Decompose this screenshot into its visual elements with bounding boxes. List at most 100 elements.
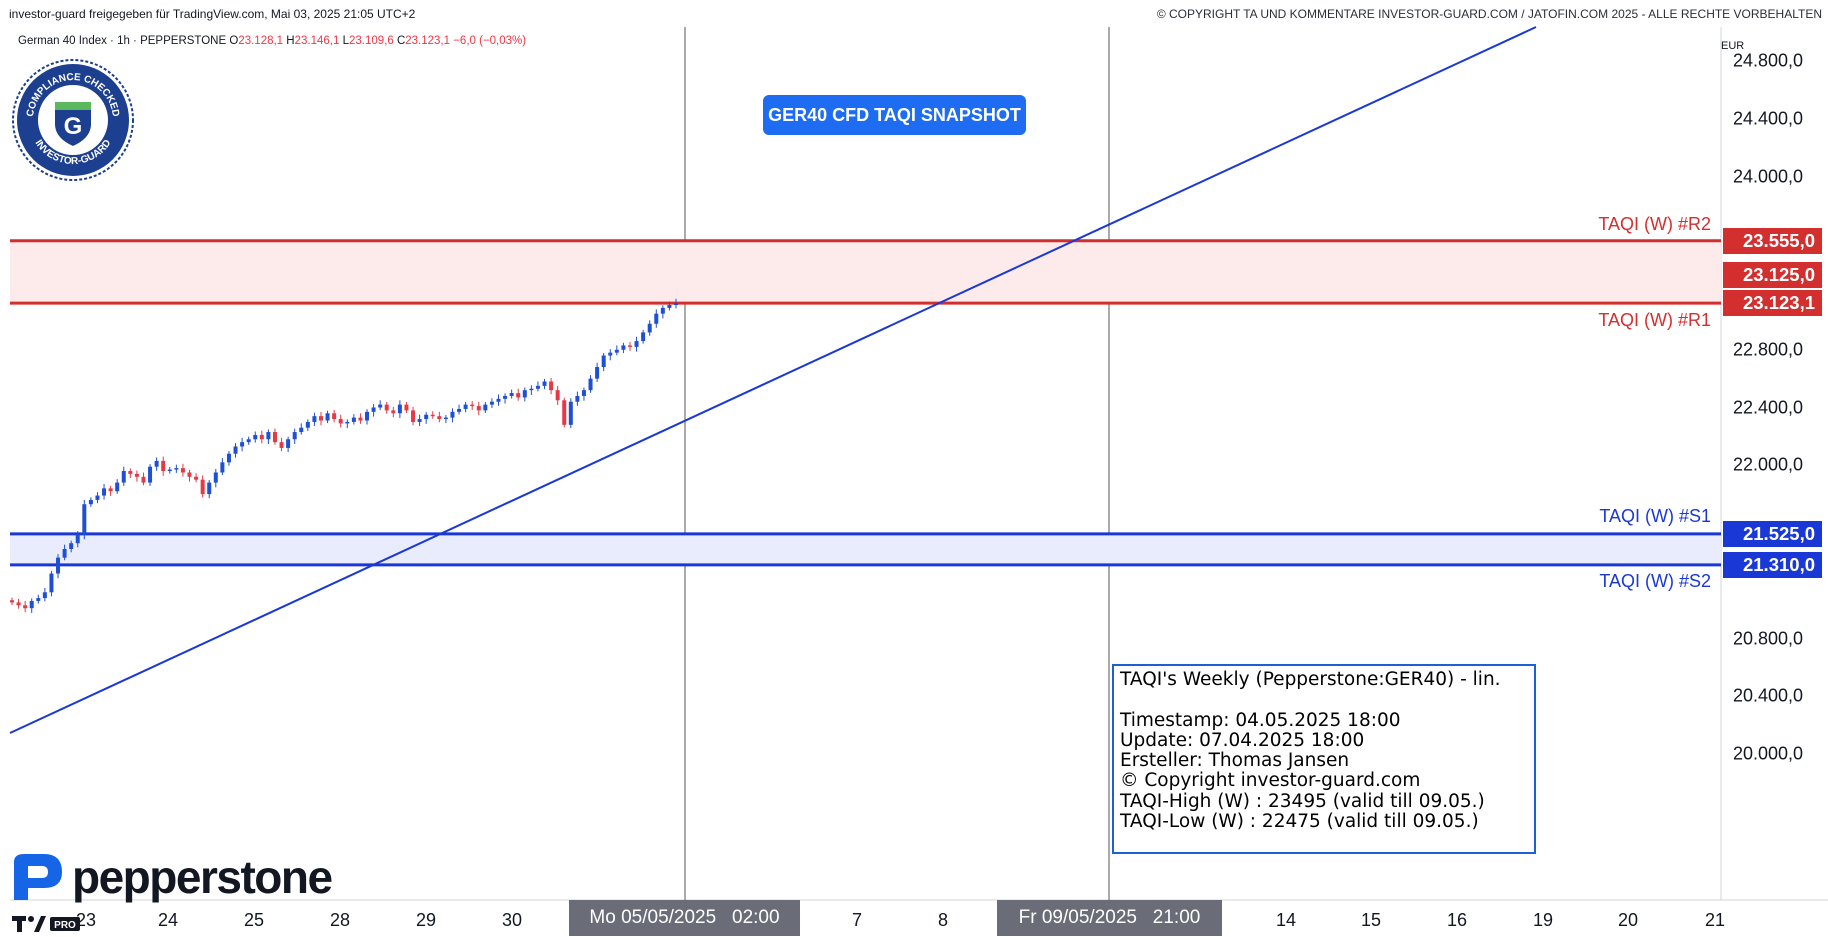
candle-body bbox=[292, 432, 297, 440]
ohlc-open: 23.128,1 bbox=[238, 35, 284, 47]
candle-body bbox=[516, 393, 521, 398]
candle-body bbox=[36, 598, 41, 601]
candle-body bbox=[102, 488, 107, 496]
candle-body bbox=[647, 323, 652, 333]
tv-pro-label: PRO bbox=[54, 920, 76, 931]
candle-body bbox=[95, 495, 100, 500]
price-box-s2: 21.310,0 bbox=[1723, 551, 1822, 578]
candle-body bbox=[318, 416, 323, 421]
candle-body bbox=[69, 543, 74, 549]
y-tick-label: 20.800,0 bbox=[1733, 628, 1804, 648]
level-label-s1: TAQI (W) #S1 bbox=[1599, 505, 1711, 526]
snapshot-label[interactable]: GER40 CFD TAQI SNAPSHOT bbox=[763, 95, 1026, 135]
candle-body bbox=[253, 434, 258, 440]
candle-body bbox=[608, 352, 613, 356]
candle-body bbox=[384, 404, 389, 411]
candle-body bbox=[338, 419, 343, 424]
level-label-r2: TAQI (W) #R2 bbox=[1598, 213, 1711, 234]
candle-body bbox=[194, 476, 199, 480]
x-tick-label: 21 bbox=[1704, 910, 1726, 930]
candle-body bbox=[660, 307, 665, 314]
candle-body bbox=[549, 381, 554, 391]
ohlc-high: 23.146,1 bbox=[294, 35, 340, 47]
candle-body bbox=[496, 398, 501, 402]
candle-body bbox=[213, 472, 218, 483]
candle-body bbox=[535, 385, 540, 389]
taqi-info-text: TAQI's Weekly (Pepperstone:GER40) - lin.… bbox=[1120, 669, 1501, 833]
candle-body bbox=[634, 341, 639, 347]
x-tick-label: 16 bbox=[1446, 910, 1468, 930]
ohlc-low: 23.109,6 bbox=[348, 35, 394, 47]
x-tick-label: 8 bbox=[937, 910, 949, 930]
header-copyright: © COPYRIGHT TA UND KOMMENTARE INVESTOR-G… bbox=[1156, 7, 1822, 21]
price-box-r2: 23.555,0 bbox=[1723, 227, 1822, 254]
candle-body bbox=[568, 401, 573, 425]
candle-body bbox=[246, 439, 251, 443]
current-price-box: 23.125,0 bbox=[1723, 261, 1822, 288]
candle-body bbox=[371, 407, 376, 412]
candle-body bbox=[108, 488, 113, 492]
candle-body bbox=[424, 414, 429, 420]
candle-body bbox=[417, 419, 422, 422]
ohlc-close: 23.123,1 bbox=[405, 35, 451, 47]
candle-body bbox=[167, 469, 172, 472]
candle-body bbox=[88, 499, 93, 505]
candle-body bbox=[174, 468, 179, 470]
header-publisher: investor-guard freigegeben für TradingVi… bbox=[9, 7, 416, 21]
candle-body bbox=[430, 414, 435, 417]
candle-body bbox=[555, 390, 560, 401]
header-bar: investor-guard freigegeben für TradingVi… bbox=[0, 0, 1828, 26]
candle-body bbox=[115, 482, 120, 492]
y-tick-label: 20.000,0 bbox=[1733, 743, 1804, 764]
candle-body bbox=[397, 404, 402, 414]
candle-body bbox=[82, 504, 87, 535]
candle-body bbox=[207, 482, 212, 495]
candle-body bbox=[470, 404, 475, 407]
pepperstone-logo-icon bbox=[14, 854, 62, 900]
currency-label: EUR bbox=[1721, 40, 1745, 52]
candle-body bbox=[601, 355, 606, 368]
candle-body bbox=[627, 345, 632, 347]
candle-body bbox=[378, 404, 383, 408]
candle-body bbox=[148, 466, 153, 483]
candle-body bbox=[49, 573, 54, 593]
candle-body bbox=[542, 381, 547, 386]
candle-body bbox=[121, 471, 126, 483]
candle-body bbox=[641, 332, 646, 342]
price-box-s1: 21.525,0 bbox=[1723, 520, 1822, 547]
ohlc-l-label: L bbox=[342, 35, 349, 47]
y-tick-label: 24.400,0 bbox=[1733, 108, 1804, 129]
candle-body bbox=[180, 468, 185, 473]
candle-body bbox=[581, 390, 586, 396]
candle-body bbox=[161, 460, 166, 472]
price-box-r1: 23.123,1 bbox=[1723, 290, 1822, 317]
x-tick-label: 29 bbox=[415, 910, 437, 930]
resistance-zone bbox=[10, 240, 1721, 304]
y-tick-label: 24.000,0 bbox=[1733, 166, 1804, 186]
candle-body bbox=[667, 304, 672, 308]
candle-body bbox=[457, 408, 462, 412]
candle-body bbox=[10, 600, 14, 603]
candle-body bbox=[325, 413, 330, 421]
y-tick-label: 22.800,0 bbox=[1733, 339, 1804, 360]
candle-body bbox=[575, 395, 580, 402]
taqi-info-box[interactable]: TAQI's Weekly (Pepperstone:GER40) - lin.… bbox=[1112, 664, 1536, 854]
badge-letter: G bbox=[64, 113, 83, 140]
support-zone bbox=[10, 533, 1721, 565]
candle-body bbox=[529, 388, 534, 391]
candle-body bbox=[351, 417, 356, 422]
trendline bbox=[9, 26, 1537, 734]
candle-body bbox=[654, 313, 659, 324]
candle-body bbox=[562, 400, 567, 425]
candle-body bbox=[286, 439, 291, 448]
candle-body bbox=[503, 395, 508, 399]
candle-body bbox=[463, 404, 468, 409]
candle-body bbox=[299, 427, 304, 433]
candle-body bbox=[476, 406, 481, 411]
candle-body bbox=[621, 345, 626, 350]
x-highlight-date: Fr 09/05/2025 21:00 bbox=[997, 900, 1222, 936]
x-tick-label: 28 bbox=[329, 910, 351, 930]
candle-body bbox=[489, 401, 494, 405]
candle-body bbox=[266, 432, 271, 440]
